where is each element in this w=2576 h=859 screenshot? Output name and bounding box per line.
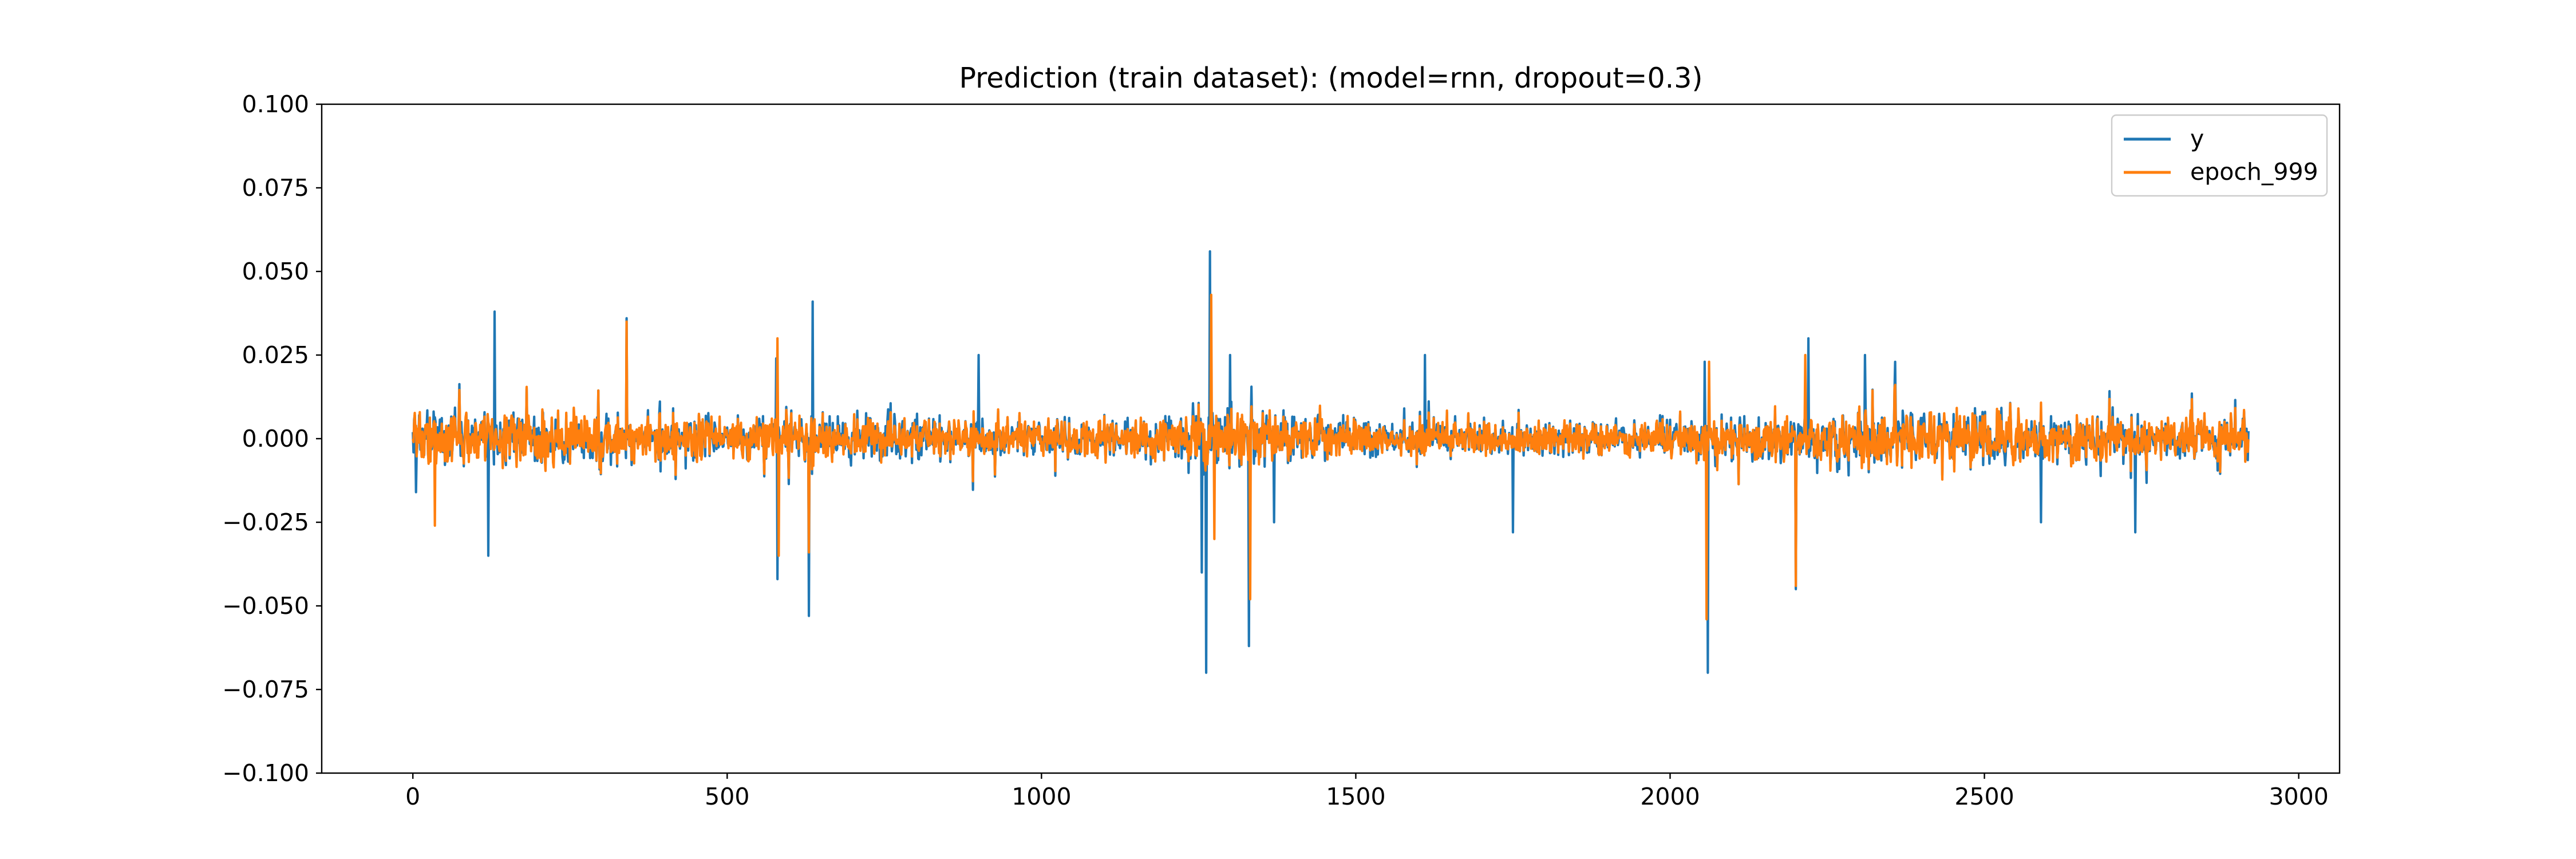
y-tick-label: −0.100 [222, 759, 309, 787]
x-tick-label: 3000 [2269, 783, 2328, 810]
chart-title: Prediction (train dataset): (model=rnn, … [959, 62, 1702, 94]
legend-label-epoch-999: epoch_999 [2190, 158, 2318, 186]
legend-label-y: y [2190, 125, 2204, 152]
y-tick-label: −0.075 [222, 676, 309, 703]
y-tick-label: −0.025 [222, 509, 309, 536]
legend: y epoch_999 [2111, 114, 2328, 197]
y-tick-label: −0.050 [222, 592, 309, 620]
x-tick-label: 0 [405, 783, 420, 810]
x-tick-label: 2000 [1640, 783, 1700, 810]
y-tick-label: 0.100 [242, 90, 309, 118]
y-axis: 0.100 0.075 0.050 0.025 0.000 −0.025 −0.050 −0.… [222, 90, 322, 787]
y-tick-label: 0.075 [242, 174, 309, 202]
x-tick-label: 1000 [1012, 783, 1071, 810]
x-tick-label: 500 [705, 783, 749, 810]
series-layer [412, 250, 2250, 674]
x-axis: 0 500 1000 1500 2000 2500 3000 [405, 773, 2329, 810]
legend-box [2111, 114, 2328, 197]
y-tick-label: 0.000 [242, 425, 309, 452]
series-line-epoch-999 [412, 293, 2250, 621]
x-tick-label: 1500 [1326, 783, 1385, 810]
y-tick-label: 0.025 [242, 341, 309, 369]
x-tick-label: 2500 [1954, 783, 2014, 810]
y-tick-label: 0.050 [242, 258, 309, 285]
